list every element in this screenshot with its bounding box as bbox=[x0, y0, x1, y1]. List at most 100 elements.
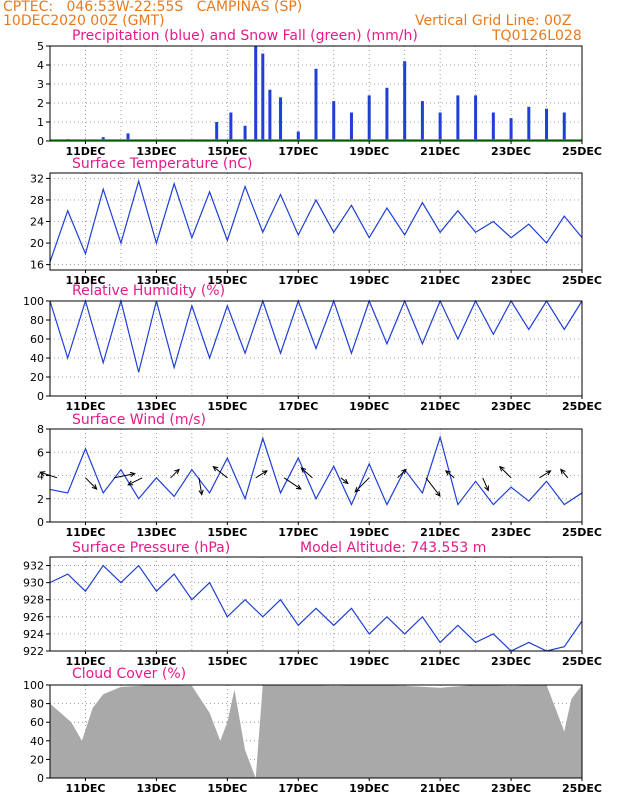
wind-vector bbox=[198, 477, 203, 495]
precip-ytick-label: 4 bbox=[37, 59, 44, 72]
temp-xtick-label: 11DEC bbox=[65, 274, 105, 287]
rh-xtick-label: 17DEC bbox=[278, 400, 318, 413]
temp-xtick-label: 25DEC bbox=[562, 274, 602, 287]
rh-xtick-label: 11DEC bbox=[65, 400, 105, 413]
precip-ytick-label: 3 bbox=[37, 78, 44, 91]
precip-frame bbox=[49, 45, 583, 142]
wind-vector bbox=[170, 469, 180, 479]
precip-bar bbox=[491, 112, 495, 141]
wind-xtick-label: 11DEC bbox=[65, 526, 105, 539]
precip-xtick-label: 15DEC bbox=[207, 145, 247, 158]
temp-frame bbox=[49, 172, 583, 271]
wind-vector-head bbox=[545, 470, 552, 476]
precip-bar bbox=[314, 68, 318, 141]
temp-ytick-label: 20 bbox=[30, 237, 44, 250]
temp-line bbox=[49, 178, 583, 263]
rh-xtick-label: 21DEC bbox=[420, 400, 460, 413]
wind-vector-head bbox=[342, 478, 349, 485]
cloud-ytick-label: 100 bbox=[23, 679, 44, 692]
wind-vector-head bbox=[300, 467, 307, 473]
pressure-xtick-label: 19DEC bbox=[349, 655, 389, 668]
wind-vector-head bbox=[354, 486, 361, 493]
precip-bar bbox=[229, 112, 233, 141]
wind-xtick-label: 19DEC bbox=[349, 526, 389, 539]
cloud-xtick-label: 15DEC bbox=[207, 782, 247, 795]
rh-ytick-label: 60 bbox=[30, 333, 44, 346]
rh-xtick-label: 15DEC bbox=[207, 400, 247, 413]
wind-vector bbox=[354, 477, 370, 493]
wind-vector bbox=[397, 469, 407, 479]
precip-bar bbox=[403, 61, 407, 142]
rh-ytick-label: 0 bbox=[37, 390, 44, 403]
rh-ytick-label: 80 bbox=[30, 314, 44, 327]
cloud-ytick-label: 60 bbox=[30, 716, 44, 729]
wind-vector bbox=[283, 477, 302, 490]
pressure-xtick-label: 13DEC bbox=[136, 655, 176, 668]
rh-ytick-label: 20 bbox=[30, 371, 44, 384]
grid-line-note: Vertical Grid Line: 00Z bbox=[415, 13, 572, 29]
precip-title: Precipitation (blue) and Snow Fall (gree… bbox=[72, 28, 418, 44]
precip-xtick-label: 17DEC bbox=[278, 145, 318, 158]
cloud-xtick-label: 19DEC bbox=[349, 782, 389, 795]
precip-xtick-label: 25DEC bbox=[562, 145, 602, 158]
rh-line bbox=[49, 298, 583, 373]
temp-title: Surface Temperature (nC) bbox=[72, 156, 253, 172]
wind-vector bbox=[482, 477, 489, 491]
precip-bar bbox=[456, 95, 460, 141]
rh-xtick-label: 19DEC bbox=[349, 400, 389, 413]
pressure-xtick-label: 21DEC bbox=[420, 655, 460, 668]
station-header: CPTEC: 046:53W-22:55S CAMPINAS (SP) bbox=[3, 0, 303, 15]
pressure-frame bbox=[49, 556, 583, 652]
precip-xtick-label: 19DEC bbox=[349, 145, 389, 158]
pressure-ytick-label: 930 bbox=[23, 577, 44, 590]
temp-ytick-label: 24 bbox=[30, 216, 44, 229]
cloud-ytick-label: 20 bbox=[30, 753, 44, 766]
precip-ytick-label: 5 bbox=[37, 40, 44, 53]
wind-ytick-label: 0 bbox=[37, 516, 44, 529]
wind-vector-head bbox=[212, 465, 219, 472]
wind-title: Surface Wind (m/s) bbox=[72, 412, 206, 428]
wind-ytick-label: 6 bbox=[37, 446, 44, 459]
wind-frame bbox=[49, 428, 583, 523]
precip-bar bbox=[367, 95, 371, 141]
precip-ytick-label: 1 bbox=[37, 116, 44, 129]
wind-ytick-label: 8 bbox=[37, 423, 44, 436]
precip-xtick-label: 11DEC bbox=[65, 145, 105, 158]
precip-bar bbox=[254, 46, 258, 141]
wind-vector bbox=[425, 477, 441, 497]
temp-ytick-label: 16 bbox=[30, 259, 44, 272]
precip-bar bbox=[349, 112, 353, 141]
precip-xtick-label: 23DEC bbox=[491, 145, 531, 158]
wind-vector bbox=[445, 470, 455, 479]
rh-xtick-label: 13DEC bbox=[136, 400, 176, 413]
wind-vector bbox=[85, 477, 98, 490]
rh-title: Relative Humidity (%) bbox=[72, 283, 226, 299]
wind-xtick-label: 25DEC bbox=[562, 526, 602, 539]
cloud-xtick-label: 17DEC bbox=[278, 782, 318, 795]
precip-bar bbox=[101, 137, 105, 141]
precip-bar bbox=[215, 122, 219, 141]
wind-vector-head bbox=[91, 484, 98, 490]
wind-vector-head bbox=[484, 485, 489, 492]
cloud-title: Cloud Cover (%) bbox=[72, 666, 187, 682]
temp-xtick-label: 15DEC bbox=[207, 274, 247, 287]
pressure-ytick-label: 924 bbox=[23, 628, 44, 641]
wind-vector bbox=[539, 470, 551, 479]
rh-xtick-label: 25DEC bbox=[562, 400, 602, 413]
wind-vector bbox=[127, 477, 143, 486]
precip-bar bbox=[261, 53, 265, 141]
cloud-xtick-label: 13DEC bbox=[136, 782, 176, 795]
rh-frame bbox=[49, 300, 583, 397]
precip-bar bbox=[385, 87, 389, 141]
cloud-ytick-label: 80 bbox=[30, 698, 44, 711]
rh-xtick-label: 23DEC bbox=[491, 400, 531, 413]
wind-vector bbox=[40, 471, 58, 479]
wind-vector-head bbox=[445, 470, 451, 476]
pressure-ytick-label: 932 bbox=[23, 560, 44, 573]
cloud-xtick-label: 11DEC bbox=[65, 782, 105, 795]
pressure-xtick-label: 25DEC bbox=[562, 655, 602, 668]
precip-xtick-label: 21DEC bbox=[420, 145, 460, 158]
wind-xtick-label: 13DEC bbox=[136, 526, 176, 539]
precip-bar bbox=[545, 108, 549, 141]
rh-ytick-label: 40 bbox=[30, 352, 44, 365]
